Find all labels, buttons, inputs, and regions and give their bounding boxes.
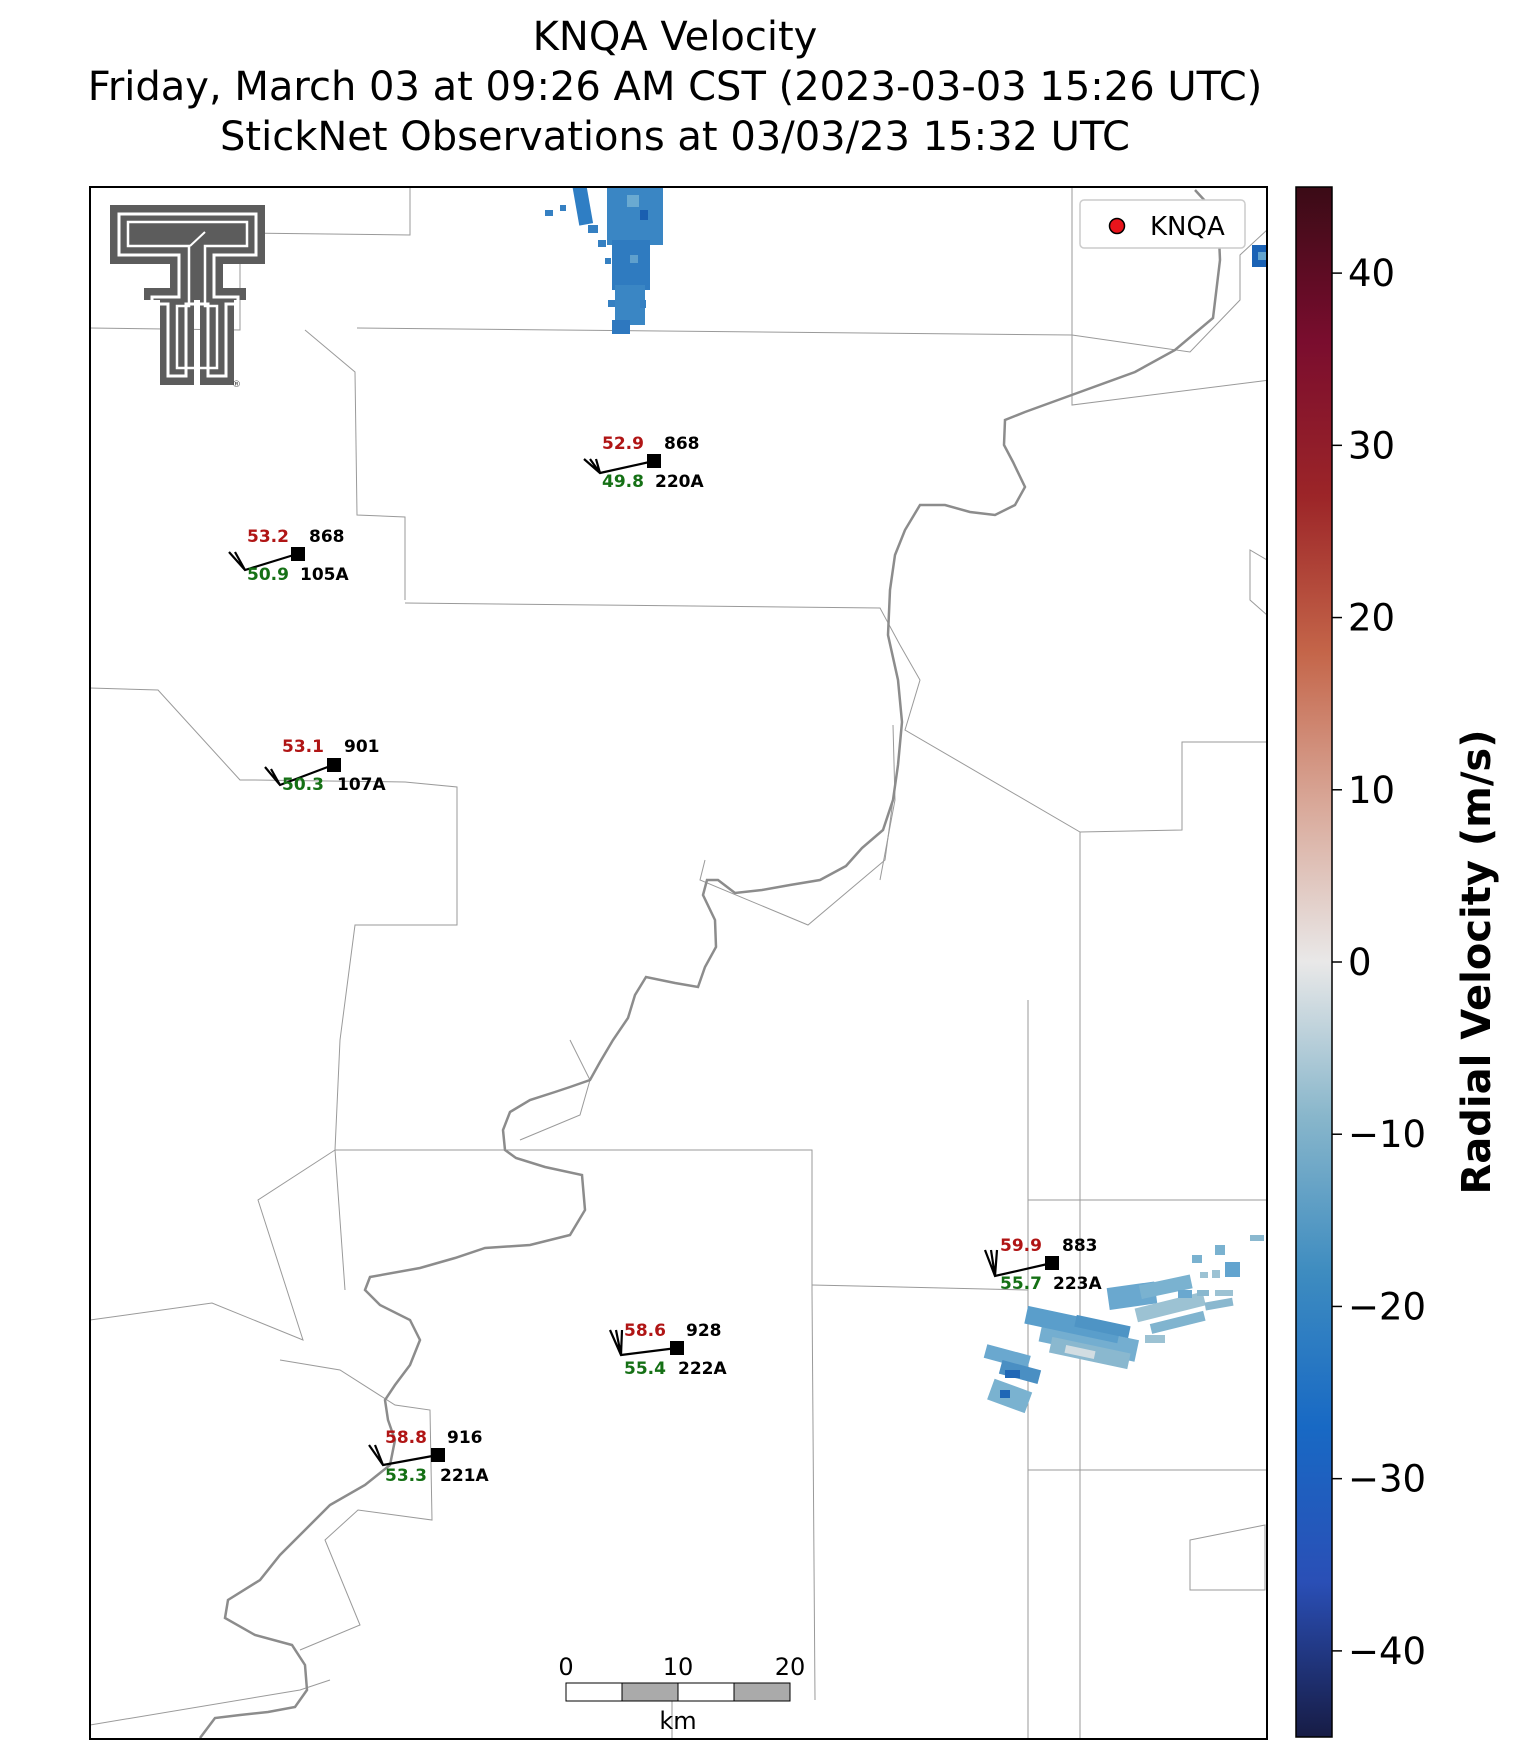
station-223A: 59.9 883 55.7 223A (983, 1236, 1102, 1294)
scale-bar: 0 10 20 km (558, 1653, 805, 1735)
station-id: 105A (300, 565, 349, 585)
legend-label: KNQA (1150, 212, 1225, 242)
title-block: KNQA Velocity Friday, March 03 at 09:26 … (0, 12, 1350, 162)
station-pressure: 916 (447, 1428, 483, 1448)
station-pressure: 901 (344, 737, 380, 757)
county-boundaries (90, 187, 1267, 1738)
station-id: 223A (1053, 1274, 1102, 1294)
scale-label-20: 20 (775, 1653, 806, 1681)
station-221A: 58.8 916 53.3 221A (368, 1428, 489, 1486)
colorbar-tick-label: 40 (1348, 252, 1395, 295)
station-id: 107A (337, 775, 386, 795)
station-plots: 52.9 868 49.8 220A 53.2 868 50.9 105A 53… (228, 434, 1102, 1486)
colorbar-tick-label: 10 (1348, 769, 1395, 812)
station-222A: 58.6 928 55.4 222A (608, 1321, 727, 1379)
scale-unit: km (659, 1707, 696, 1735)
station-pressure: 868 (309, 527, 345, 547)
scale-label-0: 0 (558, 1653, 573, 1681)
map-subtitle-obs: StickNet Observations at 03/03/23 15:32 … (220, 114, 1130, 160)
station-pressure: 868 (664, 434, 700, 454)
station-220A: 52.9 868 49.8 220A (583, 434, 704, 492)
station-105A: 53.2 868 50.9 105A (228, 527, 349, 585)
colorbar-tick-label: 0 (1348, 941, 1372, 984)
colorbar-label: Radial Velocity (m/s) (1454, 729, 1500, 1194)
station-temp: 58.6 (624, 1321, 666, 1341)
station-temp: 59.9 (1000, 1236, 1042, 1256)
radar-echoes-north (545, 187, 1267, 334)
station-dewpoint: 55.7 (1000, 1274, 1042, 1294)
map-frame (89, 186, 1268, 1740)
station-pressure: 928 (686, 1321, 722, 1341)
map-subtitle-time: Friday, March 03 at 09:26 AM CST (2023-0… (87, 64, 1263, 110)
colorbar-tick-label: −10 (1348, 1113, 1426, 1156)
radar-echoes-east (983, 1235, 1264, 1414)
map-legend: KNQA (1079, 199, 1246, 249)
station-dewpoint: 49.8 (602, 472, 644, 492)
station-dewpoint: 55.4 (624, 1359, 666, 1379)
station-dewpoint: 50.3 (282, 775, 324, 795)
colorbar-tick-label: 20 (1348, 597, 1395, 640)
station-temp: 53.1 (282, 737, 324, 757)
colorbar-tick-label: −20 (1348, 1285, 1426, 1328)
colorbar-gradient (1295, 186, 1333, 1738)
station-107A: 53.1 901 50.3 107A (264, 737, 386, 795)
map-title: KNQA Velocity (532, 14, 818, 60)
station-dewpoint: 50.9 (247, 565, 289, 585)
station-dewpoint: 53.3 (385, 1466, 427, 1486)
state-line (199, 189, 1222, 1739)
colorbar-tick-label: −30 (1348, 1458, 1426, 1501)
legend-marker (1108, 217, 1126, 235)
station-id: 220A (655, 472, 704, 492)
scale-label-10: 10 (663, 1653, 694, 1681)
colorbar-ticks: −40 −30 −20 −10 0 10 20 30 40 (1332, 252, 1426, 1673)
station-id: 221A (440, 1466, 489, 1486)
registered-mark: ® (232, 380, 241, 390)
station-temp: 53.2 (247, 527, 289, 547)
station-id: 222A (678, 1359, 727, 1379)
colorbar-tick-label: 30 (1348, 424, 1395, 467)
station-pressure: 883 (1062, 1236, 1098, 1256)
texas-tech-logo: ® (110, 205, 265, 390)
station-temp: 52.9 (602, 434, 644, 454)
station-temp: 58.8 (385, 1428, 427, 1448)
colorbar-tick-label: −40 (1348, 1630, 1426, 1673)
